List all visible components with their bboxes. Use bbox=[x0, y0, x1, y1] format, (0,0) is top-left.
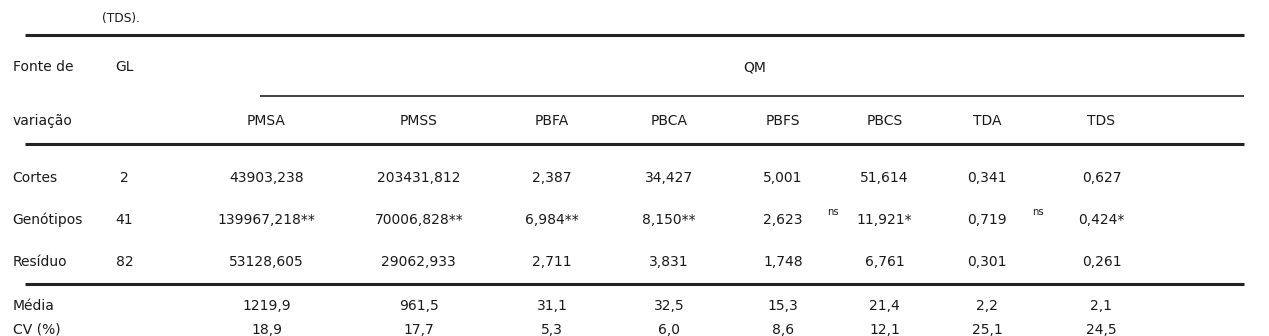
Text: 31,1: 31,1 bbox=[537, 299, 567, 313]
Text: Cortes: Cortes bbox=[13, 171, 58, 185]
Text: 70006,828**: 70006,828** bbox=[374, 213, 463, 227]
Text: PBFA: PBFA bbox=[536, 114, 569, 128]
Text: 2,711: 2,711 bbox=[532, 255, 572, 269]
Text: 0,261: 0,261 bbox=[1081, 255, 1122, 269]
Text: 0,627: 0,627 bbox=[1081, 171, 1122, 185]
Text: variação: variação bbox=[13, 114, 72, 128]
Text: 34,427: 34,427 bbox=[645, 171, 693, 185]
Text: 15,3: 15,3 bbox=[768, 299, 798, 313]
Text: 8,150**: 8,150** bbox=[642, 213, 695, 227]
Text: PBCA: PBCA bbox=[650, 114, 688, 128]
Text: 6,0: 6,0 bbox=[657, 323, 680, 336]
Text: Resíduo: Resíduo bbox=[13, 255, 67, 269]
Text: 203431,812: 203431,812 bbox=[377, 171, 461, 185]
Text: 0,719: 0,719 bbox=[967, 213, 1008, 227]
Text: TDA: TDA bbox=[973, 114, 1001, 128]
Text: 0,341: 0,341 bbox=[967, 171, 1008, 185]
Text: Média: Média bbox=[13, 299, 55, 313]
Text: 6,984**: 6,984** bbox=[525, 213, 579, 227]
Text: 51,614: 51,614 bbox=[860, 171, 909, 185]
Text: 2,2: 2,2 bbox=[976, 299, 999, 313]
Text: PMSS: PMSS bbox=[400, 114, 438, 128]
Text: 0,424*: 0,424* bbox=[1079, 213, 1124, 227]
Text: 12,1: 12,1 bbox=[869, 323, 900, 336]
Text: PBFS: PBFS bbox=[765, 114, 801, 128]
Text: 8,6: 8,6 bbox=[772, 323, 794, 336]
Text: 2,1: 2,1 bbox=[1090, 299, 1113, 313]
Text: 18,9: 18,9 bbox=[251, 323, 282, 336]
Text: 1219,9: 1219,9 bbox=[242, 299, 291, 313]
Text: 961,5: 961,5 bbox=[398, 299, 439, 313]
Text: PBCS: PBCS bbox=[867, 114, 902, 128]
Text: 29062,933: 29062,933 bbox=[382, 255, 456, 269]
Text: 2,387: 2,387 bbox=[532, 171, 572, 185]
Text: ns: ns bbox=[1032, 207, 1043, 217]
Text: PMSA: PMSA bbox=[247, 114, 286, 128]
Text: 5,001: 5,001 bbox=[763, 171, 803, 185]
Text: 11,921*: 11,921* bbox=[857, 213, 912, 227]
Text: 43903,238: 43903,238 bbox=[230, 171, 303, 185]
Text: QM: QM bbox=[744, 60, 766, 74]
Text: (TDS).: (TDS). bbox=[102, 12, 140, 25]
Text: 41: 41 bbox=[115, 213, 133, 227]
Text: GL: GL bbox=[115, 60, 133, 74]
Text: 5,3: 5,3 bbox=[541, 323, 563, 336]
Text: Genótipos: Genótipos bbox=[13, 213, 82, 227]
Text: ns: ns bbox=[827, 207, 839, 217]
Text: 82: 82 bbox=[115, 255, 133, 269]
Text: 0,301: 0,301 bbox=[967, 255, 1008, 269]
Text: CV (%): CV (%) bbox=[13, 323, 61, 336]
Text: 25,1: 25,1 bbox=[972, 323, 1003, 336]
Text: 21,4: 21,4 bbox=[869, 299, 900, 313]
Text: 32,5: 32,5 bbox=[654, 299, 684, 313]
Text: 1,748: 1,748 bbox=[763, 255, 803, 269]
Text: 2,623: 2,623 bbox=[763, 213, 803, 227]
Text: 3,831: 3,831 bbox=[648, 255, 689, 269]
Text: 17,7: 17,7 bbox=[404, 323, 434, 336]
Text: 53128,605: 53128,605 bbox=[230, 255, 303, 269]
Text: 139967,218**: 139967,218** bbox=[217, 213, 316, 227]
Text: 24,5: 24,5 bbox=[1086, 323, 1117, 336]
Text: Fonte de: Fonte de bbox=[13, 60, 74, 74]
Text: TDS: TDS bbox=[1088, 114, 1115, 128]
Text: 6,761: 6,761 bbox=[864, 255, 905, 269]
Text: 2: 2 bbox=[121, 171, 128, 185]
